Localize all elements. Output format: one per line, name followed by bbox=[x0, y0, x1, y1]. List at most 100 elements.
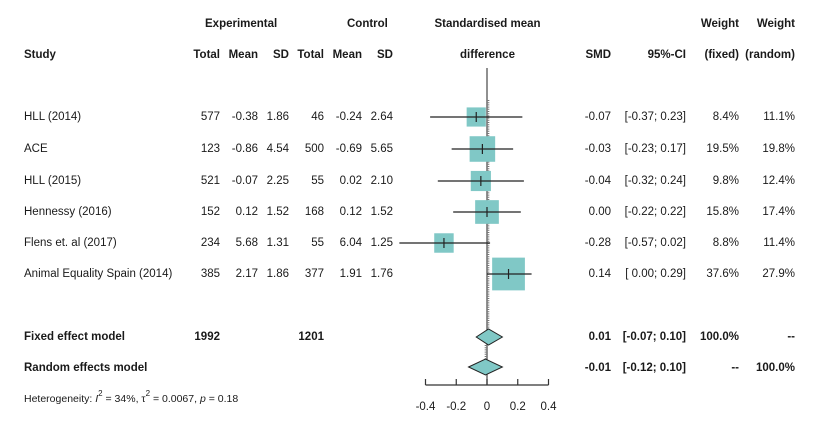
header-e-mean: Mean bbox=[228, 49, 258, 61]
e-sd: 1.86 bbox=[266, 111, 289, 123]
c-sd: 2.64 bbox=[370, 111, 393, 123]
c-total: 168 bbox=[304, 206, 324, 218]
header-weight-random-line1: Weight bbox=[756, 18, 795, 30]
weight-fixed: 37.6% bbox=[706, 268, 739, 280]
p-value: = 0.18 bbox=[205, 393, 239, 405]
random-weight-random: 100.0% bbox=[755, 362, 795, 374]
header-weight-fixed: (fixed) bbox=[704, 49, 740, 61]
fixed-e-total: 1992 bbox=[194, 331, 220, 343]
c-mean: 0.02 bbox=[339, 175, 362, 187]
header-e-sd: SD bbox=[273, 49, 289, 61]
fixed-weight-fixed: 100.0% bbox=[699, 331, 739, 343]
heterogeneity-prefix: Heterogeneity: bbox=[24, 393, 96, 405]
c-total: 500 bbox=[304, 143, 324, 155]
header-smd-plot-line1: Standardised mean bbox=[434, 18, 541, 30]
c-total: 55 bbox=[311, 175, 324, 187]
ci-value: [ 0.00; 0.29] bbox=[625, 268, 686, 280]
e-total: 521 bbox=[200, 175, 220, 187]
random-model-label: Random effects model bbox=[24, 362, 148, 374]
smd-value: -0.28 bbox=[584, 237, 611, 249]
study-name: Flens et. al (2017) bbox=[24, 237, 117, 249]
header-smd: SMD bbox=[585, 49, 611, 61]
tau-value: = 0.0067, bbox=[150, 393, 200, 405]
weight-fixed: 9.8% bbox=[712, 175, 739, 187]
e-sd: 1.31 bbox=[266, 237, 289, 249]
weight-random: 12.4% bbox=[762, 175, 795, 187]
c-sd: 1.52 bbox=[370, 206, 393, 218]
random-weight-fixed: -- bbox=[731, 362, 739, 374]
tau-symbol: τ bbox=[141, 393, 146, 405]
fixed-effect-diamond bbox=[475, 328, 504, 346]
c-mean: -0.69 bbox=[335, 143, 362, 155]
e-total: 152 bbox=[200, 206, 220, 218]
study-name: HLL (2015) bbox=[24, 175, 82, 187]
header-c-sd: SD bbox=[377, 49, 393, 61]
fixed-ci: [-0.07; 0.10] bbox=[622, 331, 686, 343]
c-sd: 5.65 bbox=[370, 143, 393, 155]
header-study: Study bbox=[24, 49, 56, 61]
x-tick-label: 0 bbox=[483, 401, 491, 413]
weight-random: 19.8% bbox=[762, 143, 795, 155]
e-sd: 2.25 bbox=[266, 175, 289, 187]
p-symbol: p bbox=[199, 393, 206, 405]
x-tick-label: 0.4 bbox=[540, 401, 557, 413]
header-smd-plot-line2: difference bbox=[460, 49, 515, 61]
weight-fixed: 8.4% bbox=[712, 111, 739, 123]
weight-fixed: 15.8% bbox=[706, 206, 739, 218]
smd-value: -0.07 bbox=[584, 111, 611, 123]
fixed-weight-random: -- bbox=[787, 331, 795, 343]
e-mean: -0.38 bbox=[231, 111, 258, 123]
ci-value: [-0.57; 0.02] bbox=[624, 237, 686, 249]
e-total: 234 bbox=[200, 237, 220, 249]
i2-value: = 34%, bbox=[102, 393, 142, 405]
header-weight-fixed-line1: Weight bbox=[700, 18, 739, 30]
header-ci: 95%-CI bbox=[647, 49, 686, 61]
weight-fixed: 19.5% bbox=[706, 143, 739, 155]
e-total: 123 bbox=[200, 143, 220, 155]
c-total: 46 bbox=[311, 111, 324, 123]
e-mean: 2.17 bbox=[235, 268, 258, 280]
c-sd: 1.25 bbox=[370, 237, 393, 249]
smd-value: 0.14 bbox=[588, 268, 611, 280]
e-sd: 1.86 bbox=[266, 268, 289, 280]
i2-symbol: I bbox=[95, 393, 99, 405]
x-tick-label: -0.2 bbox=[446, 401, 467, 413]
ci-value: [-0.37; 0.23] bbox=[624, 111, 686, 123]
fixed-c-total: 1201 bbox=[298, 331, 324, 343]
header-control: Control bbox=[347, 18, 388, 30]
e-mean: -0.86 bbox=[231, 143, 258, 155]
header-e-total: Total bbox=[193, 49, 220, 61]
e-total: 385 bbox=[200, 268, 220, 280]
c-mean: 6.04 bbox=[339, 237, 362, 249]
e-sd: 1.52 bbox=[266, 206, 289, 218]
study-name: ACE bbox=[24, 143, 48, 155]
smd-value: -0.04 bbox=[584, 175, 611, 187]
weight-random: 11.4% bbox=[763, 237, 795, 249]
study-name: Hennessy (2016) bbox=[24, 206, 112, 218]
weight-random: 17.4% bbox=[762, 206, 795, 218]
weight-fixed: 8.8% bbox=[712, 237, 739, 249]
random-effect-diamond bbox=[467, 358, 504, 376]
heterogeneity-text: Heterogeneity: I2 = 34%, τ2 = 0.0067, p … bbox=[24, 389, 239, 406]
ci-value: [-0.23; 0.17] bbox=[624, 143, 686, 155]
e-total: 577 bbox=[200, 111, 220, 123]
x-tick-label: -0.4 bbox=[415, 401, 436, 413]
x-tick-label: 0.2 bbox=[509, 401, 526, 413]
random-smd: -0.01 bbox=[584, 362, 611, 374]
c-mean: 1.91 bbox=[339, 268, 362, 280]
c-sd: 1.76 bbox=[370, 268, 393, 280]
c-mean: 0.12 bbox=[339, 206, 362, 218]
c-total: 377 bbox=[304, 268, 324, 280]
ci-value: [-0.32; 0.24] bbox=[624, 175, 686, 187]
c-mean: -0.24 bbox=[335, 111, 362, 123]
header-weight-random: (random) bbox=[745, 49, 795, 61]
ci-value: [-0.22; 0.22] bbox=[624, 206, 686, 218]
e-mean: 0.12 bbox=[235, 206, 258, 218]
header-experimental: Experimental bbox=[205, 18, 278, 30]
study-name: Animal Equality Spain (2014) bbox=[24, 268, 173, 280]
random-ci: [-0.12; 0.10] bbox=[622, 362, 686, 374]
study-name: HLL (2014) bbox=[24, 111, 82, 123]
fixed-smd: 0.01 bbox=[588, 331, 611, 343]
smd-value: -0.03 bbox=[584, 143, 611, 155]
